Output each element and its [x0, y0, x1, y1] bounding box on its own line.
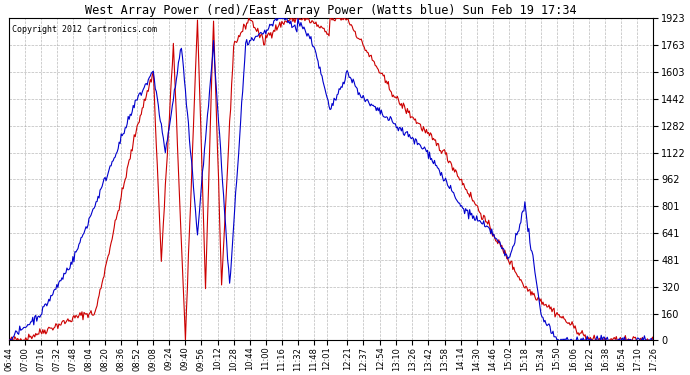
Title: West Array Power (red)/East Array Power (Watts blue) Sun Feb 19 17:34: West Array Power (red)/East Array Power … [86, 4, 577, 17]
Text: Copyright 2012 Cartronics.com: Copyright 2012 Cartronics.com [12, 25, 157, 34]
